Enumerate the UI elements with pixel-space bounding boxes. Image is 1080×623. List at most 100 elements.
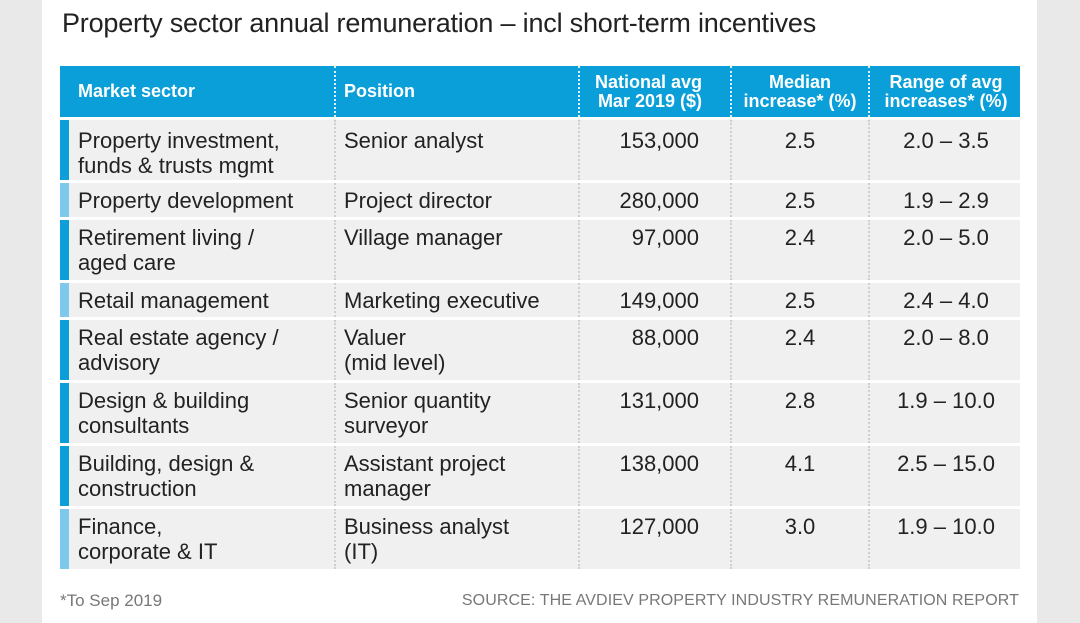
column-divider: [730, 183, 732, 217]
cell-national-avg: 149,000: [619, 288, 699, 313]
cell-range-increases: 1.9 – 2.9: [903, 188, 989, 213]
cell-market-sector: Finance, corporate & IT: [78, 514, 218, 564]
header-market-sector: Market sector: [78, 81, 196, 101]
column-divider: [334, 383, 336, 443]
table-row: Retirement living / aged care Village ma…: [60, 217, 1020, 280]
column-divider: [868, 509, 870, 569]
cell-market-sector: Retail management: [78, 288, 269, 313]
column-divider: [730, 383, 732, 443]
footnote: *To Sep 2019: [60, 591, 163, 610]
table-row: Building, design & construction Assistan…: [60, 443, 1020, 506]
header-median-line1: Median: [768, 71, 831, 92]
cell-range-increases: 2.5 – 15.0: [897, 451, 995, 476]
cell-position: Project director: [344, 188, 492, 213]
column-divider: [730, 120, 732, 180]
source-credit: SOURCE: THE AVDIEV PROPERTY INDUSTRY REM…: [461, 592, 1019, 609]
header-national-avg-line1: National avg: [594, 71, 702, 92]
header-national-avg: National avg Mar 2019 ($): [580, 66, 702, 117]
cell-national-avg: 153,000: [619, 128, 699, 153]
column-divider: [334, 509, 336, 569]
row-accent-bar: [60, 283, 69, 317]
header-range-line2: increases* (%): [884, 90, 1008, 111]
row-accent-bar: [60, 446, 69, 506]
cell-position: Senior quantity surveyor: [344, 388, 491, 438]
row-accent-bar: [60, 183, 69, 217]
table-row: Property development Project director 28…: [60, 180, 1020, 217]
cell-market-sector: Property investment, funds & trusts mgmt: [78, 128, 280, 178]
cell-position: Senior analyst: [344, 128, 484, 153]
cell-median-increase: 2.5: [784, 188, 816, 213]
column-divider: [578, 120, 580, 180]
column-divider: [578, 383, 580, 443]
column-divider: [578, 220, 580, 280]
remuneration-table: Market sector Position National avg Mar …: [60, 66, 1020, 569]
column-divider: [868, 183, 870, 217]
column-divider: [730, 446, 732, 506]
header-range-increases: Range of avg increases* (%): [876, 66, 1016, 117]
table-row: Design & building consultants Senior qua…: [60, 380, 1020, 443]
header-divider: [868, 66, 870, 117]
cell-median-increase: 2.8: [784, 388, 816, 413]
row-accent-bar: [60, 120, 69, 180]
column-divider: [334, 320, 336, 380]
cell-position: Village manager: [344, 225, 503, 250]
header-position: Position: [344, 81, 415, 101]
column-divider: [730, 320, 732, 380]
table-row: Finance, corporate & IT Business analyst…: [60, 506, 1020, 569]
header-median-line2: increase* (%): [743, 90, 857, 111]
cell-national-avg: 88,000: [631, 325, 699, 350]
infographic-card: Property sector annual remuneration – in…: [42, 0, 1037, 623]
cell-national-avg: 280,000: [619, 188, 699, 213]
table-title: Property sector annual remuneration – in…: [62, 8, 817, 38]
column-divider: [334, 283, 336, 317]
column-divider: [868, 320, 870, 380]
cell-national-avg: 131,000: [619, 388, 699, 413]
cell-range-increases: 2.0 – 3.5: [903, 128, 989, 153]
column-divider: [578, 320, 580, 380]
row-accent-bar: [60, 320, 69, 380]
header-range-line1: Range of avg: [889, 71, 1003, 92]
cell-range-increases: 2.0 – 5.0: [903, 225, 989, 250]
cell-market-sector: Design & building consultants: [78, 388, 250, 438]
row-accent-bar: [60, 383, 69, 443]
table-row: Property investment, funds & trusts mgmt…: [60, 117, 1020, 180]
column-divider: [730, 283, 732, 317]
cell-position: Assistant project manager: [344, 451, 506, 501]
table-body: Property investment, funds & trusts mgmt…: [60, 117, 1020, 569]
cell-national-avg: 97,000: [631, 225, 699, 250]
header-divider: [334, 66, 336, 117]
cell-national-avg: 138,000: [619, 451, 699, 476]
cell-market-sector: Building, design & construction: [78, 451, 255, 501]
cell-market-sector: Retirement living / aged care: [78, 225, 255, 275]
column-divider: [730, 220, 732, 280]
column-divider: [868, 120, 870, 180]
column-divider: [578, 446, 580, 506]
column-divider: [334, 446, 336, 506]
table-row: Retail management Marketing executive 14…: [60, 280, 1020, 317]
column-divider: [730, 509, 732, 569]
column-divider: [868, 446, 870, 506]
cell-position: Valuer (mid level): [344, 325, 446, 375]
cell-median-increase: 2.5: [784, 288, 816, 313]
column-divider: [868, 220, 870, 280]
cell-national-avg: 127,000: [619, 514, 699, 539]
cell-median-increase: 2.5: [784, 128, 816, 153]
cell-position: Business analyst (IT): [344, 514, 510, 564]
cell-position: Marketing executive: [344, 288, 540, 313]
header-median-increase: Median increase* (%): [736, 66, 864, 117]
column-divider: [578, 283, 580, 317]
cell-median-increase: 2.4: [784, 325, 816, 350]
column-divider: [334, 220, 336, 280]
table-row: Real estate agency / advisory Valuer (mi…: [60, 317, 1020, 380]
cell-median-increase: 3.0: [784, 514, 816, 539]
cell-market-sector: Property development: [78, 188, 294, 213]
cell-range-increases: 1.9 – 10.0: [897, 514, 995, 539]
cell-range-increases: 2.0 – 8.0: [903, 325, 989, 350]
cell-median-increase: 4.1: [784, 451, 816, 476]
table-header: Market sector Position National avg Mar …: [60, 66, 1020, 117]
row-accent-bar: [60, 509, 69, 569]
cell-range-increases: 1.9 – 10.0: [897, 388, 995, 413]
column-divider: [868, 383, 870, 443]
header-divider: [730, 66, 732, 117]
column-divider: [578, 509, 580, 569]
